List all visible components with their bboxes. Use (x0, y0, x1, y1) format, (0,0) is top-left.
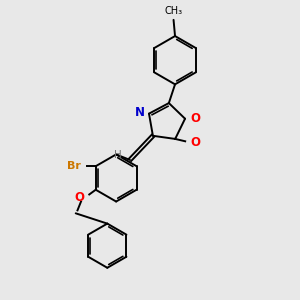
Text: O: O (75, 191, 85, 205)
Text: N: N (135, 106, 145, 119)
Text: O: O (190, 112, 200, 124)
Text: Br: Br (67, 161, 80, 171)
Text: H: H (114, 150, 122, 160)
Text: O: O (190, 136, 200, 149)
Text: CH₃: CH₃ (164, 6, 183, 16)
